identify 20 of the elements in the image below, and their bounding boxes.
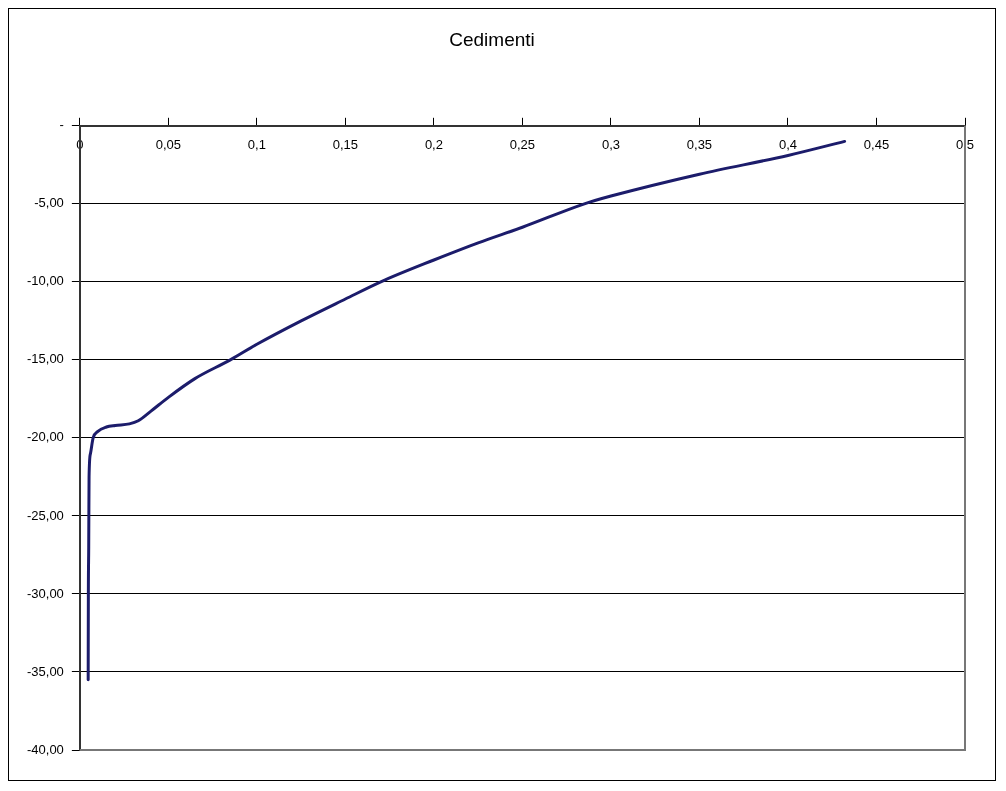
y-tick-label: - (59, 117, 64, 133)
x-tick-label: 0,45 (863, 137, 890, 153)
x-tick-label: 0,4 (778, 137, 798, 153)
chart-title: Cedimenti (449, 28, 535, 50)
y-tick-label: -25,00 (26, 507, 64, 523)
line-series (86, 139, 847, 682)
x-tick-label: 0,35 (686, 137, 713, 153)
x-tick-label: 0,1 (247, 137, 266, 153)
x-tick-label: 0,3 (601, 137, 620, 153)
y-tick-label: -30,00 (26, 585, 64, 601)
x-tick-label: 0,05 (155, 137, 182, 153)
y-tick-label: -40,00 (26, 741, 64, 757)
x-tick-label: 0,15 (332, 137, 359, 153)
x-tick-label: 0,2 (424, 137, 443, 153)
x-tick-label: 0,25 (509, 137, 536, 153)
y-tick-label: -15,00 (26, 351, 64, 367)
y-tick-label: -5,00 (34, 195, 64, 211)
y-tick-label: -20,00 (26, 429, 64, 445)
y-tick-label: -10,00 (26, 273, 64, 289)
y-tick-label: -35,00 (26, 663, 64, 679)
